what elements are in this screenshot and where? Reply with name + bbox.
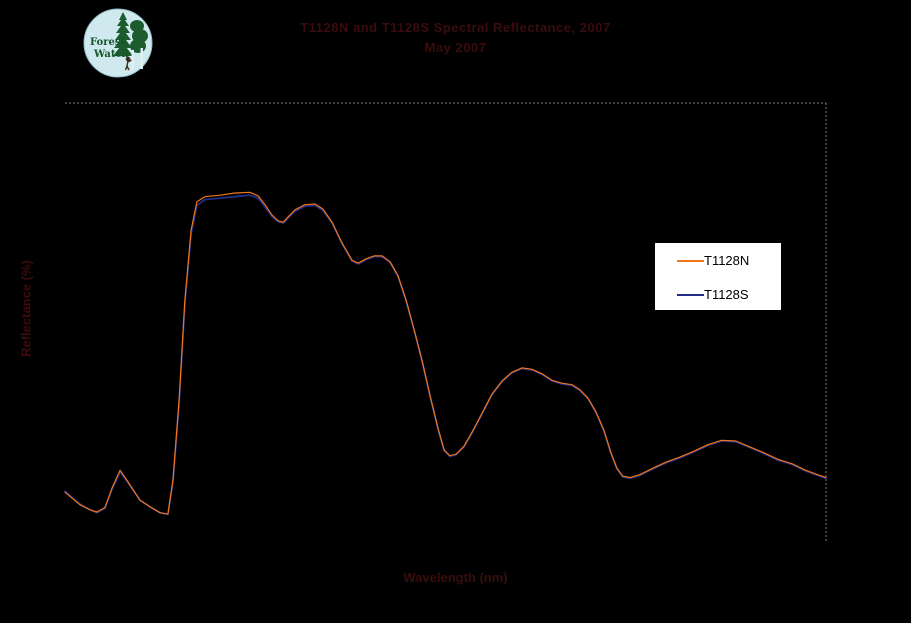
x-axis-label: Wavelength (nm) (403, 570, 508, 585)
logo-text-watch: Watch (93, 49, 130, 60)
tree-trunk (131, 50, 134, 70)
chart-title-line1: T1128N and T1128S Spectral Reflectance, … (300, 20, 611, 35)
legend-swatch-t1128n (677, 260, 704, 262)
person-icon (124, 56, 132, 71)
forest-watch-logo: Forest Watch (83, 8, 153, 78)
series-line-t1128n (64, 191, 827, 515)
pine-tree-icon (113, 12, 133, 56)
logo-text-forest: Forest (90, 37, 125, 48)
legend-label-t1128n: T1128N (704, 253, 750, 268)
legend-swatch-t1128s (677, 294, 704, 296)
legend-item-t1128n: T1128N (655, 253, 781, 269)
legend-item-t1128s: T1128S (655, 287, 781, 303)
forest-watch-logo-art: Forest Watch (83, 8, 153, 78)
chart-title-line2: May 2007 (424, 40, 487, 55)
chart-legend: T1128N T1128S (654, 242, 782, 311)
legend-label-t1128s: T1128S (704, 287, 749, 302)
tree-trunk (140, 48, 143, 69)
